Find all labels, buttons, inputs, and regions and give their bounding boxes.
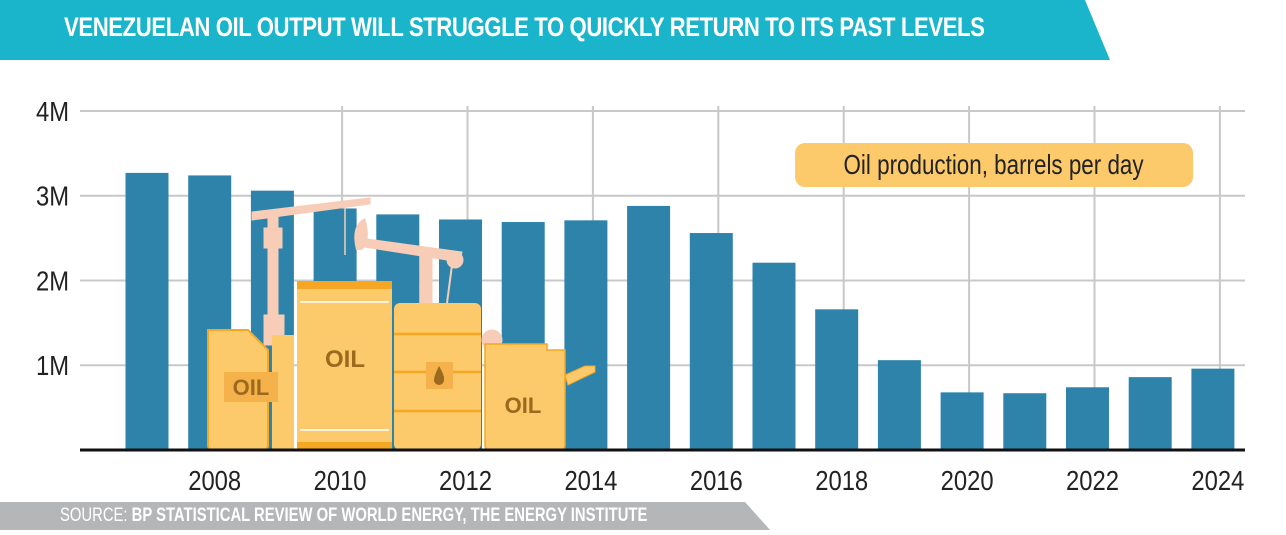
oil-drop-icon (434, 366, 445, 385)
bar-2019 (877, 360, 921, 450)
x-tick-label: 2024 (1191, 464, 1244, 496)
title-banner: VENEZUELAN OIL OUTPUT WILL STRUGGLE TO Q… (0, 0, 1110, 60)
oil-barrel-icon: OIL (297, 281, 392, 450)
bar-2016 (689, 233, 733, 450)
x-tick-label: 2022 (1066, 464, 1119, 496)
chart-title: VENEZUELAN OIL OUTPUT WILL STRUGGLE TO Q… (64, 12, 985, 42)
series-label: Oil production, barrels per day (843, 149, 1145, 180)
svg-text:OIL: OIL (505, 393, 542, 418)
x-axis-ticks: 2008 2010 2012 2014 2016 2018 2020 2022 2024 (188, 464, 1244, 496)
y-tick-label: 4M (36, 95, 69, 127)
bar-2007 (125, 172, 169, 450)
bar-2014 (564, 220, 608, 450)
source-label: SOURCE: (60, 505, 128, 526)
source-bar: SOURCE: BP STATISTICAL REVIEW OF WORLD E… (0, 502, 770, 530)
oil-can-icon: OIL (484, 343, 596, 451)
x-tick-label: 2014 (564, 464, 617, 496)
x-tick-label: 2020 (941, 464, 994, 496)
oil-can-icon: OIL (207, 329, 294, 451)
bar-2024 (1191, 368, 1235, 450)
bar-2015 (627, 205, 671, 450)
oil-illustration: OIL OIL (207, 197, 596, 451)
x-tick-label: 2016 (690, 464, 743, 496)
y-tick-label: 1M (36, 349, 69, 381)
y-axis-ticks: 1M 2M 3M 4M (36, 95, 69, 382)
x-tick-label: 2008 (188, 464, 241, 496)
bar-2020 (940, 392, 984, 450)
bar-2017 (752, 262, 796, 450)
y-tick-label: 3M (36, 180, 69, 212)
x-tick-label: 2012 (439, 464, 492, 496)
bar-2023 (1128, 377, 1172, 450)
x-tick-label: 2010 (314, 464, 367, 496)
bar-2018 (815, 309, 859, 450)
y-tick-label: 2M (36, 265, 69, 297)
svg-text:OIL: OIL (325, 346, 365, 373)
source-text: BP STATISTICAL REVIEW OF WORLD ENERGY, T… (131, 505, 648, 526)
bar-2021 (1003, 393, 1047, 450)
bar-2022 (1066, 387, 1109, 450)
x-tick-label: 2018 (815, 464, 868, 496)
svg-text:OIL: OIL (233, 375, 270, 400)
legend-label: Oil production, barrels per day (795, 143, 1193, 187)
crane-arm-icon (251, 197, 371, 221)
oil-barrel-icon (394, 303, 481, 450)
